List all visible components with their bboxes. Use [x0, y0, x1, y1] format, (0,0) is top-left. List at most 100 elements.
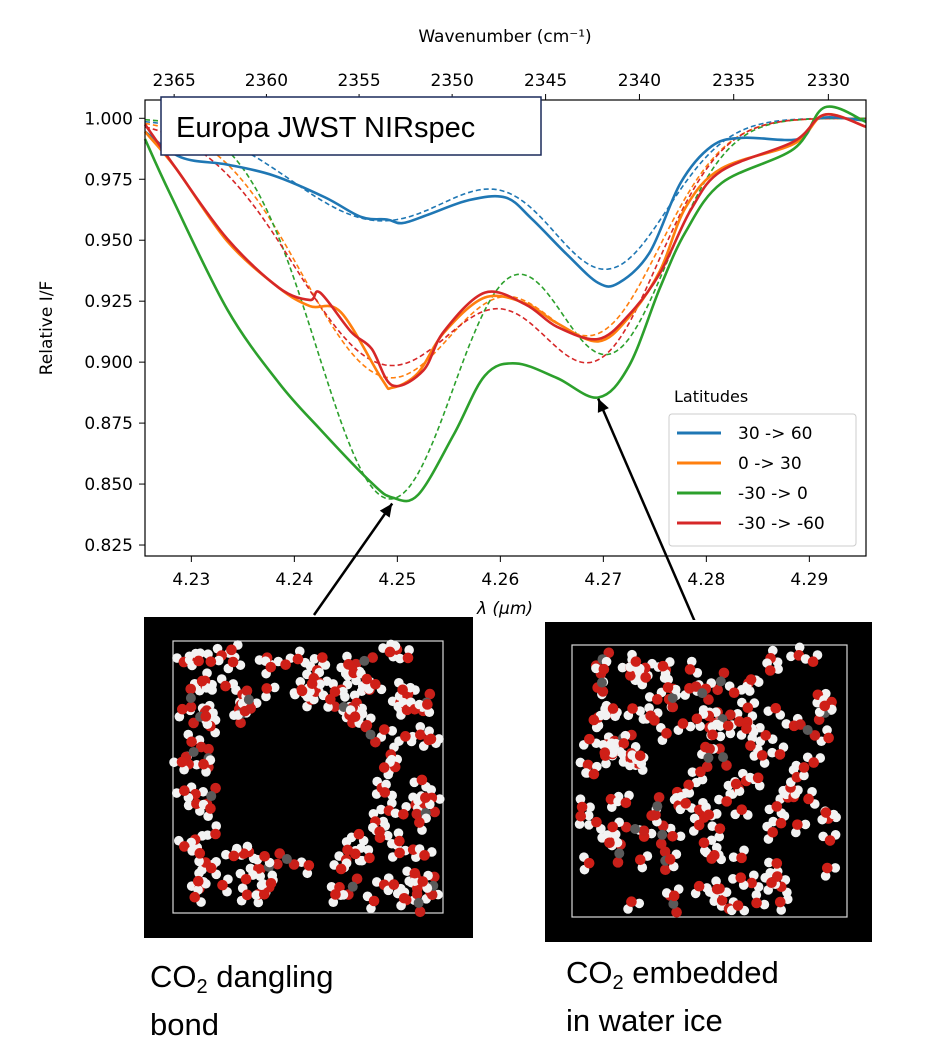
oxygen-atom: [803, 793, 814, 805]
oxygen-atom: [296, 685, 308, 697]
oxygen-atom: [599, 747, 611, 759]
hydrogen-atom: [768, 816, 779, 827]
hydrogen-atom: [585, 802, 595, 813]
legend-label-3: -30 -> -60: [738, 514, 825, 534]
oxygen-atom: [732, 900, 744, 911]
hydrogen-atom: [610, 711, 621, 722]
oxygen-atom: [195, 741, 207, 753]
oxygen-atom: [764, 665, 776, 676]
hydrogen-atom: [728, 852, 739, 862]
oxygen-atom: [335, 863, 347, 875]
oxygen-atom: [597, 686, 609, 697]
hydrogen-atom: [267, 870, 278, 881]
hydrogen-atom: [607, 802, 617, 812]
oxygen-atom: [634, 854, 646, 866]
oxygen-atom: [603, 647, 615, 659]
oxygen-atom: [422, 699, 433, 710]
hydrogen-atom: [822, 725, 832, 735]
hydrogen-atom: [434, 794, 445, 804]
hydrogen-atom: [183, 800, 194, 811]
hydrogen-atom: [415, 721, 426, 732]
oxygen-atom: [303, 860, 315, 871]
oxygen-atom: [351, 873, 363, 885]
hydrogen-atom: [625, 760, 635, 771]
hydrogen-atom: [754, 780, 765, 791]
oxygen-atom: [659, 846, 671, 858]
hydrogen-atom: [221, 849, 231, 860]
hydrogen-atom: [620, 730, 631, 741]
oxygen-atom: [746, 877, 757, 889]
oxygen-atom: [823, 732, 834, 744]
oxygen-atom: [379, 724, 390, 735]
oxygen-atom: [416, 774, 428, 786]
oxygen-atom: [652, 694, 663, 705]
oxygen-atom: [325, 694, 336, 705]
oxygen-atom: [770, 702, 782, 714]
oxygen-atom: [664, 854, 676, 865]
hydrogen-atom: [581, 768, 591, 778]
oxygen-atom: [411, 808, 423, 820]
oxygen-atom: [176, 756, 188, 768]
hydrogen-atom: [309, 654, 320, 664]
annotation-arrows: [312, 398, 696, 620]
oxygen-atom: [238, 848, 250, 859]
top-tick-label: 2340: [618, 71, 661, 91]
oxygen-atom: [193, 655, 204, 667]
oxygen-atom: [698, 837, 710, 849]
x-tick-label: 4.29: [790, 570, 828, 590]
oxygen-atom: [367, 652, 378, 663]
hydrogen-atom: [338, 686, 348, 697]
oxygen-atom: [820, 807, 832, 818]
carbon-atom: [667, 692, 678, 703]
oxygen-atom: [730, 778, 742, 790]
arrow-line-0: [312, 502, 394, 616]
oxygen-atom: [711, 883, 723, 895]
oxygen-atom: [429, 806, 440, 818]
oxygen-atom: [621, 821, 632, 833]
oxygen-atom: [288, 859, 300, 870]
caption-embedded: CO2 embedded in water ice: [566, 954, 779, 1040]
oxygen-atom: [226, 644, 237, 656]
oxygen-atom: [703, 694, 714, 705]
oxygen-atom: [292, 653, 304, 665]
simulation-cell: [172, 640, 444, 914]
oxygen-atom: [767, 826, 779, 838]
oxygen-atom: [575, 810, 587, 822]
y-tick-label: 0.925: [84, 292, 133, 312]
hydrogen-atom: [390, 808, 401, 819]
oxygen-atom: [398, 892, 410, 904]
hydrogen-atom: [179, 764, 189, 775]
oxygen-atom: [189, 891, 201, 903]
oxygen-atom: [691, 713, 703, 725]
legend-label-2: -30 -> 0: [738, 484, 808, 504]
oxygen-atom: [398, 808, 409, 820]
caption-embedded-line2: in water ice: [566, 1003, 723, 1038]
oxygen-atom: [775, 817, 787, 829]
x-tick-label: 4.24: [275, 570, 313, 590]
oxygen-atom: [627, 703, 638, 714]
oxygen-atom: [798, 762, 810, 773]
arrow-head-0: [379, 503, 393, 518]
carbon-atom: [206, 791, 217, 802]
oxygen-atom: [634, 750, 646, 762]
oxygen-atom: [388, 879, 400, 890]
oxygen-atom: [348, 667, 359, 679]
oxygen-atom: [241, 685, 253, 697]
carbon-atom: [630, 823, 641, 834]
carbon-atom: [657, 829, 668, 840]
oxygen-atom: [824, 835, 836, 846]
oxygen-atom: [417, 876, 429, 887]
hydrogen-atom: [338, 890, 349, 900]
oxygen-atom: [419, 850, 430, 861]
y-tick-label: 0.900: [84, 353, 133, 373]
hydrogen-atom: [820, 871, 831, 881]
oxygen-atom: [379, 787, 391, 798]
hydrogen-atom: [791, 760, 802, 771]
oxygen-atom: [424, 688, 436, 700]
oxygen-atom: [630, 656, 642, 667]
oxygen-atom: [680, 798, 692, 809]
hydrogen-atom: [612, 837, 623, 848]
oxygen-atom: [807, 656, 819, 668]
x-tick-label: 4.28: [687, 570, 725, 590]
hydrogen-atom: [627, 750, 638, 760]
